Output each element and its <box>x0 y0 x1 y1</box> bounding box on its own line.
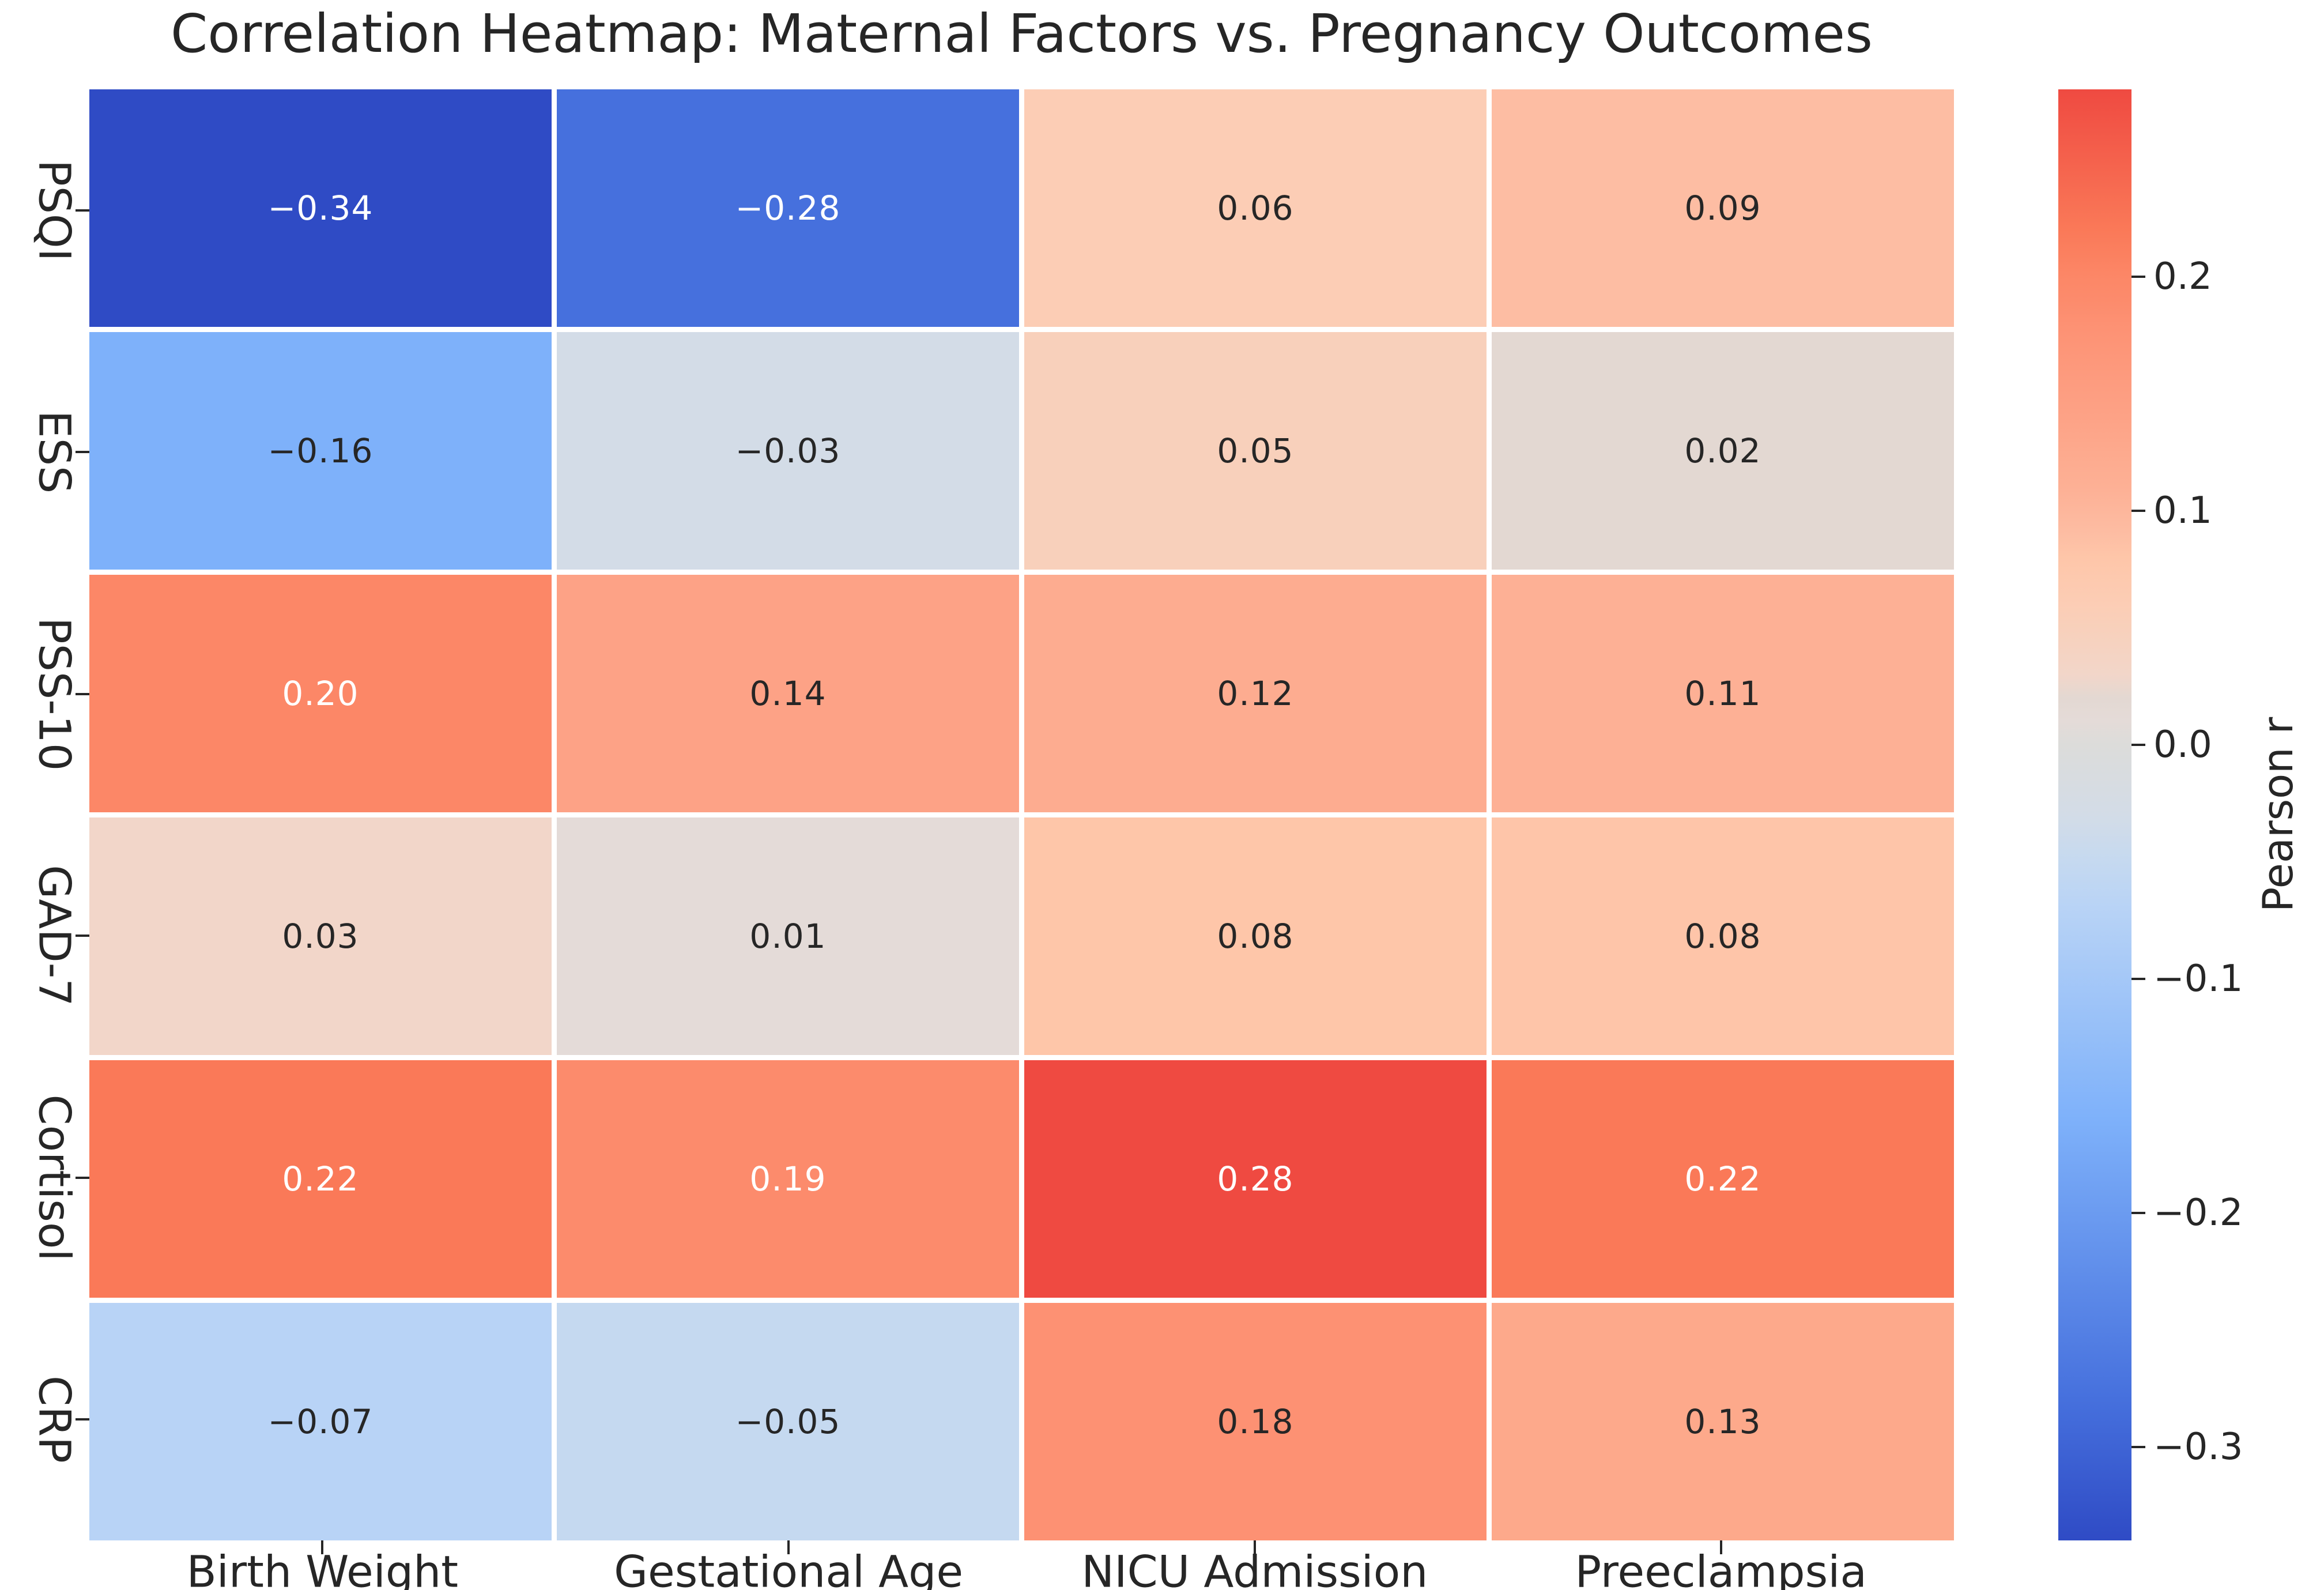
y-tick-mark <box>76 209 89 212</box>
heatmap-cell: 0.20 <box>89 575 552 812</box>
x-tick-mark <box>1253 1540 1256 1554</box>
heatmap-cell: 0.08 <box>1024 817 1487 1055</box>
chart-title: Correlation Heatmap: Maternal Factors vs… <box>171 3 1873 65</box>
colorbar-tick-label: 0.2 <box>2153 255 2212 298</box>
heatmap-cell: 0.13 <box>1492 1303 1954 1540</box>
heatmap-cell: −0.16 <box>89 332 552 570</box>
colorbar-tick-label: 0.0 <box>2153 723 2212 766</box>
heatmap-cell: −0.34 <box>89 89 552 327</box>
heatmap-cell: 0.09 <box>1492 89 1954 327</box>
heatmap-cell: 0.14 <box>557 575 1019 812</box>
y-tick-label: CRP <box>29 1376 81 1464</box>
heatmap-cell: 0.22 <box>1492 1060 1954 1298</box>
colorbar-tick-label: −0.3 <box>2153 1425 2243 1468</box>
heatmap-cell: 0.28 <box>1024 1060 1487 1298</box>
y-tick-label: GAD-7 <box>29 865 81 1007</box>
heatmap-cell: 0.02 <box>1492 332 1954 570</box>
y-tick-label: ESS <box>29 410 81 494</box>
colorbar-tick-mark <box>2131 977 2145 980</box>
heatmap-cell: 0.18 <box>1024 1303 1487 1540</box>
colorbar-tick-label: −0.2 <box>2153 1191 2243 1234</box>
heatmap-cell: −0.07 <box>89 1303 552 1540</box>
colorbar-tick-mark <box>2131 743 2145 746</box>
colorbar-tick-mark <box>2131 509 2145 512</box>
heatmap-cell: 0.12 <box>1024 575 1487 812</box>
heatmap-cell: 0.06 <box>1024 89 1487 327</box>
y-tick-mark <box>76 935 89 937</box>
colorbar-axis-label: Pearson r <box>2254 717 2302 913</box>
y-tick-mark <box>76 692 89 695</box>
colorbar-tick-label: −0.1 <box>2153 957 2243 1000</box>
y-tick-label: PSQI <box>29 159 81 261</box>
y-tick-label: Cortisol <box>29 1094 81 1261</box>
heatmap-cell: 0.19 <box>557 1060 1019 1298</box>
heatmap-cell: 0.01 <box>557 817 1019 1055</box>
heatmap-cell: 0.03 <box>89 817 552 1055</box>
heatmap-cell: 0.11 <box>1492 575 1954 812</box>
x-tick-mark <box>1719 1540 1722 1554</box>
colorbar-gradient <box>2058 89 2131 1540</box>
heatmap-cell: −0.28 <box>557 89 1019 327</box>
y-tick-mark <box>76 1176 89 1179</box>
heatmap-cell: −0.05 <box>557 1303 1019 1540</box>
colorbar-tick-mark <box>2131 1211 2145 1214</box>
y-tick-mark <box>76 451 89 454</box>
colorbar-tick-mark <box>2131 1445 2145 1448</box>
heatmap-grid: −0.34 −0.28 0.06 0.09 −0.16 −0.03 0.05 0.02 0.20… <box>89 89 1954 1540</box>
heatmap-cell: 0.22 <box>89 1060 552 1298</box>
y-tick-mark <box>76 1418 89 1421</box>
y-tick-label: PSS-10 <box>29 617 81 771</box>
colorbar-tick-mark <box>2131 275 2145 278</box>
heatmap-cell: −0.03 <box>557 332 1019 570</box>
x-tick-mark <box>321 1540 324 1554</box>
x-tick-mark <box>787 1540 790 1554</box>
heatmap-cell: 0.08 <box>1492 817 1954 1055</box>
colorbar-tick-label: 0.1 <box>2153 489 2212 532</box>
heatmap-cell: 0.05 <box>1024 332 1487 570</box>
